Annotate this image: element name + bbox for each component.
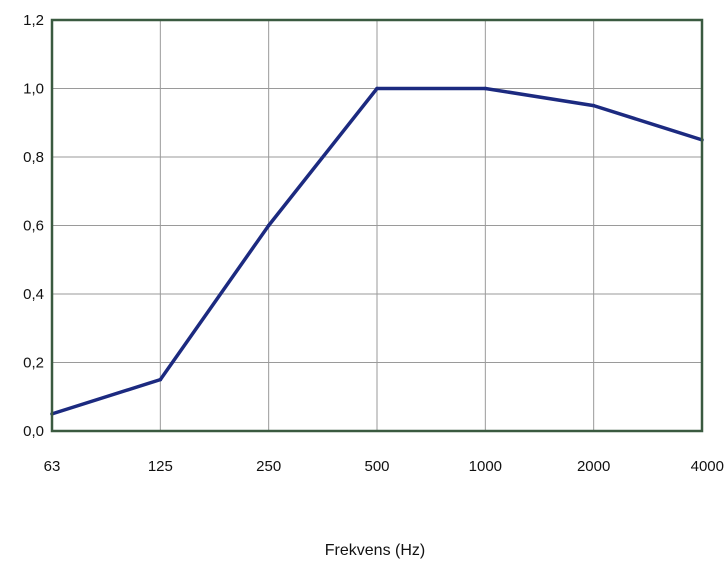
data-point <box>375 86 379 91</box>
data-point <box>158 377 163 382</box>
y-tick-label: 0,2 <box>23 355 44 372</box>
y-tick-label: 0,8 <box>23 149 44 166</box>
y-tick-label: 0,6 <box>23 218 44 235</box>
data-point <box>591 103 596 108</box>
data-point <box>266 223 271 228</box>
y-tick-labels: 0,0 0,2 0,4 0,6 0,8 1,0 1,2 <box>23 12 44 440</box>
x-axis-title: Frekvens (Hz) <box>325 542 425 559</box>
x-tick-label: 4000 <box>691 458 724 475</box>
x-tick-label: 2000 <box>577 458 610 475</box>
x-tick-label: 250 <box>256 458 281 475</box>
data-point <box>483 86 488 91</box>
y-tick-label: 1,2 <box>23 12 44 29</box>
x-tick-labels: 63 125 250 500 1000 2000 4000 <box>44 458 724 475</box>
y-tick-label: 1,0 <box>23 81 44 98</box>
x-tick-label: 63 <box>44 458 61 475</box>
y-tick-label: 0,0 <box>23 423 44 440</box>
x-tick-label: 500 <box>364 458 389 475</box>
grid <box>51 19 703 432</box>
x-tick-label: 1000 <box>469 458 502 475</box>
y-tick-label: 0,4 <box>23 286 44 303</box>
plot-frame <box>50 18 704 433</box>
x-tick-label: 125 <box>148 458 173 475</box>
